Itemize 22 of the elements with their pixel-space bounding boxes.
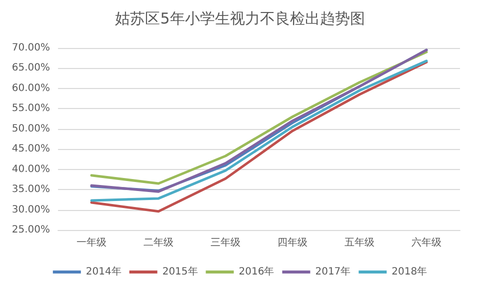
x-tick-label: 五年级 [344,236,374,248]
x-tick-label: 六年级 [412,236,442,248]
chart-title: 姑苏区5年小学生视力不良检出趋势图 [115,10,365,28]
legend-label: 2018年 [392,266,428,278]
y-tick-label: 65.00% [12,62,50,74]
legend-label: 2014年 [86,266,122,278]
y-tick-label: 30.00% [12,204,50,216]
y-tick-label: 45.00% [12,144,50,155]
y-tick-label: 25.00% [12,224,50,236]
y-tick-label: 50.00% [12,123,50,134]
y-tick-label: 60.00% [12,82,50,94]
legend-label: 2015年 [162,266,198,278]
x-tick-label: 三年级 [210,236,240,248]
y-tick-label: 40.00% [12,164,50,175]
legend-label: 2016年 [238,266,274,278]
x-tick-label: 四年级 [278,236,308,248]
x-tick-label: 一年级 [76,236,106,248]
y-tick-label: 55.00% [12,103,50,114]
legend-label: 2017年 [315,266,351,278]
y-tick-label: 35.00% [12,184,50,196]
y-tick-label: 70.00% [12,42,50,54]
x-tick-label: 二年级 [144,236,174,248]
